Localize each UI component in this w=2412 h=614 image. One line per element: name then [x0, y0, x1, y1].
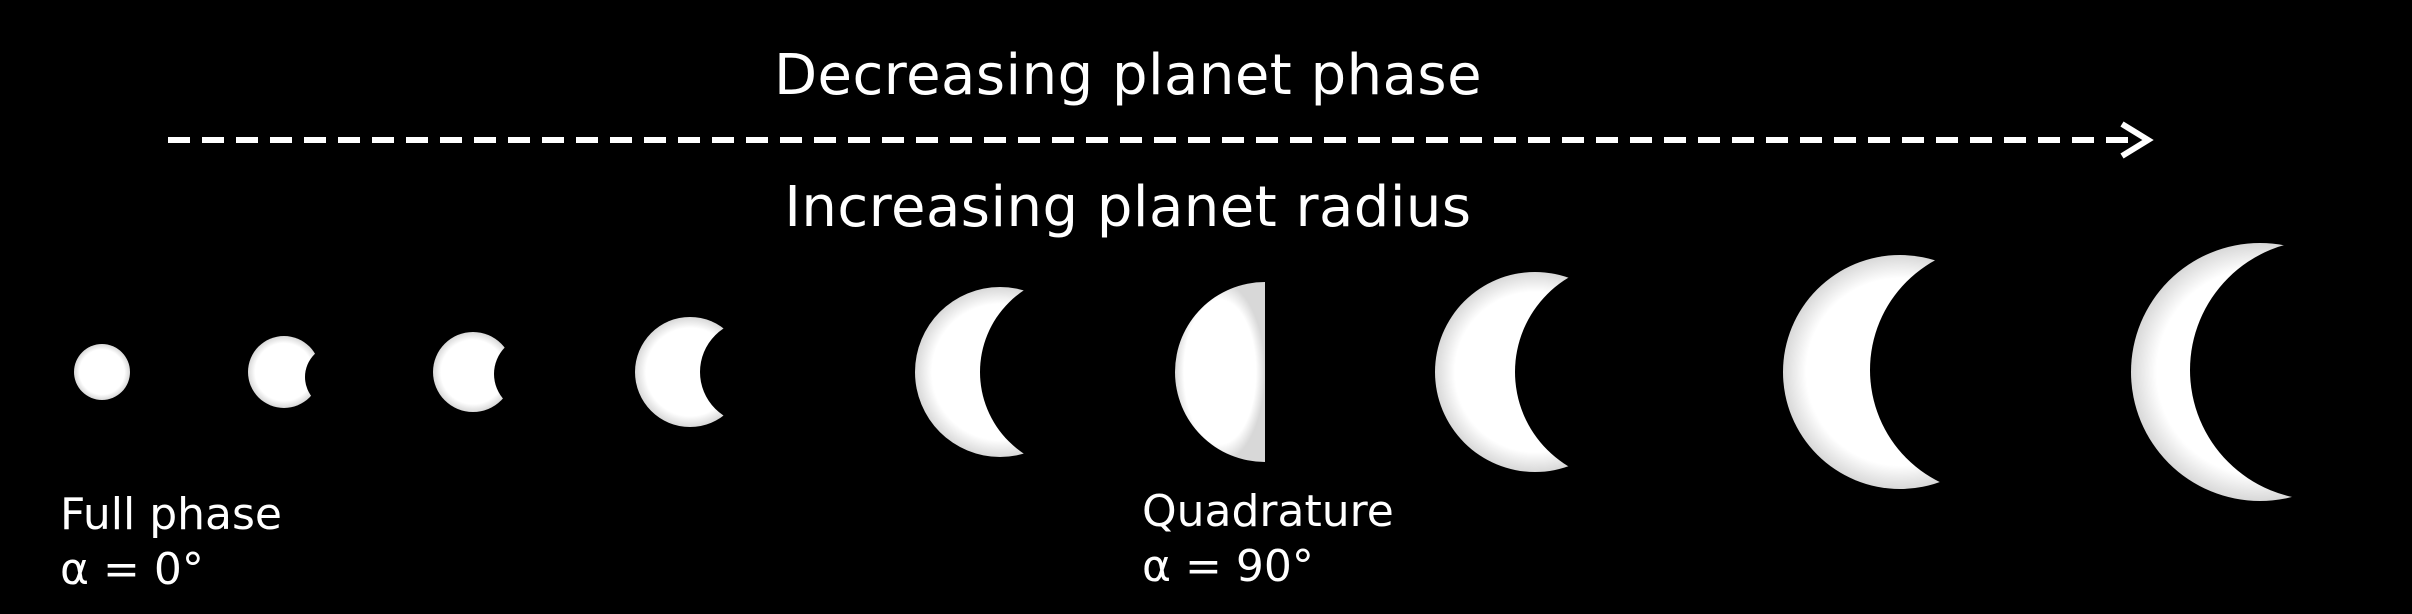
- quadrature-label: Quadrature α = 90°: [1142, 484, 1394, 594]
- increasing-radius-caption: Increasing planet radius: [0, 180, 2334, 236]
- planet-phase-9: [2131, 243, 2389, 501]
- planet-phase-3: [433, 332, 513, 412]
- planet-phase-7: [1435, 272, 1635, 472]
- planet-phase-quadrature: [1175, 282, 1265, 462]
- planet-phase-8: [1783, 255, 2017, 489]
- full-phase-label: Full phase α = 0°: [60, 487, 282, 597]
- planet-phase-1: [74, 344, 130, 400]
- planet-phase-4: [635, 317, 745, 427]
- planet-phase-2: [248, 336, 320, 408]
- quadrature-name: Quadrature: [1142, 484, 1394, 539]
- full-phase-name: Full phase: [60, 487, 282, 542]
- full-phase-angle: α = 0°: [60, 542, 282, 597]
- quadrature-angle: α = 90°: [1142, 539, 1394, 594]
- planet-phase-5: [915, 287, 1085, 457]
